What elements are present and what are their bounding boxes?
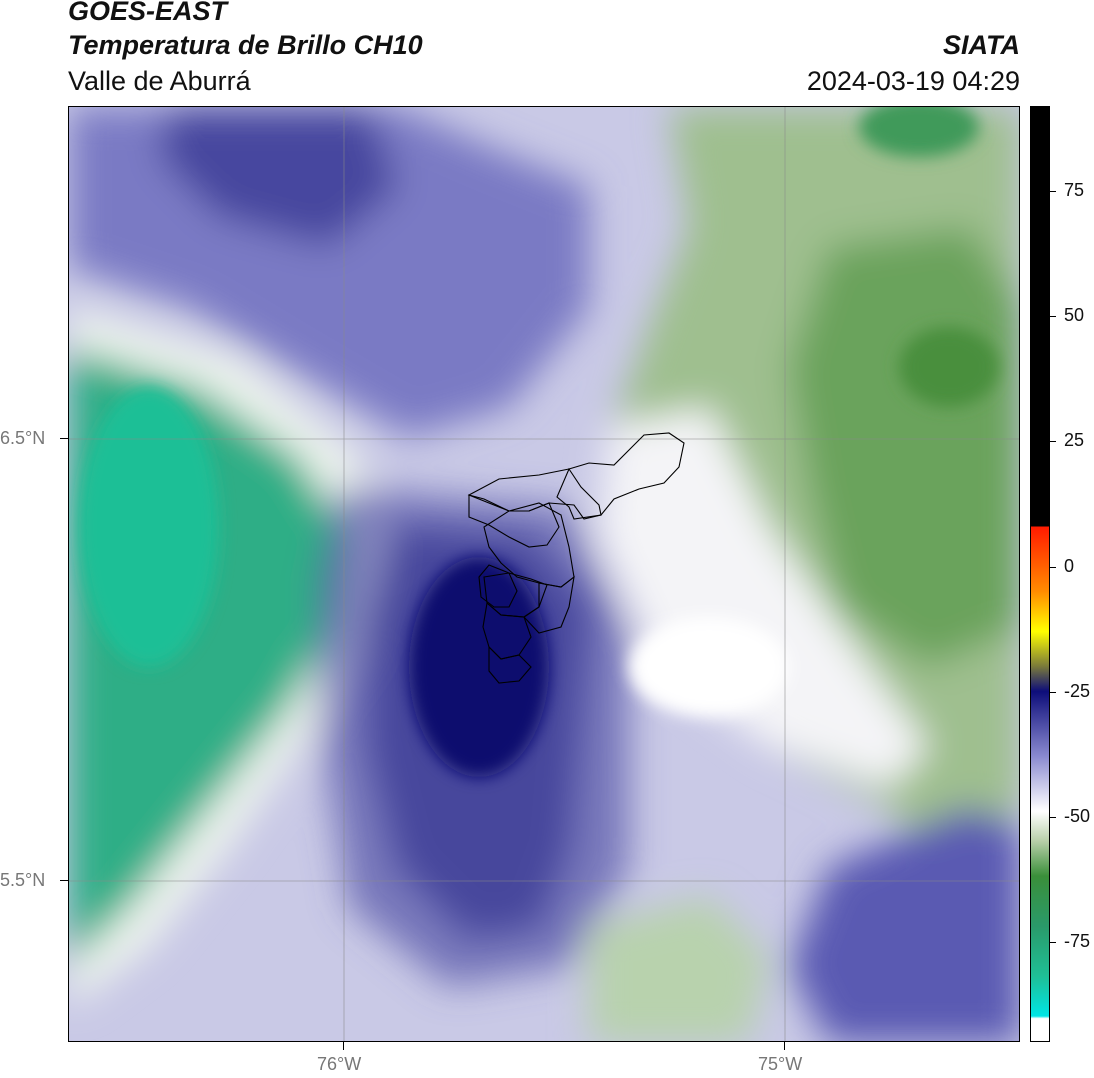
municipality-boundary <box>556 467 602 520</box>
colorbar-tick <box>1050 566 1056 568</box>
lon-label-75: 75°W <box>758 1054 803 1074</box>
colorbar-tick <box>1050 941 1056 943</box>
product-title: Temperatura de Brillo CH10 <box>68 30 423 60</box>
green-north-spot <box>859 107 979 157</box>
satellite-title: GOES-EAST <box>68 0 228 26</box>
east-light-band <box>599 407 929 787</box>
lon-label-76: 76°W <box>317 1054 362 1074</box>
timestamp-label: 2024-03-19 04:29 <box>806 66 1020 96</box>
brightness-temperature-map <box>68 106 1020 1042</box>
municipality-boundary <box>478 564 518 608</box>
municipality-boundary <box>467 432 685 520</box>
lon-tick-75 <box>784 1042 785 1050</box>
colorbar-tick-label: -50 <box>1064 805 1091 826</box>
lat-tick-5-5 <box>60 880 68 881</box>
white-gap <box>629 617 789 717</box>
lat-label-6-5: 6.5°N <box>0 428 46 448</box>
municipality-boundary <box>468 494 560 548</box>
green-mid-spot <box>899 327 999 407</box>
south-green-patch <box>589 897 769 1041</box>
map-canvas <box>69 107 1019 1041</box>
colorbar-tick-label: 50 <box>1064 305 1085 326</box>
colorbar-tick-label: 75 <box>1064 180 1085 201</box>
cloud-detail <box>79 107 999 777</box>
colorbar-tick <box>1050 191 1056 193</box>
lat-label-5-5: 5.5°N <box>0 870 46 890</box>
municipality-boundary <box>488 645 532 684</box>
colorbar <box>1030 106 1050 1042</box>
colorbar-tick <box>1050 316 1056 318</box>
region-subtitle: Valle de Aburrá <box>68 66 251 96</box>
colorbar-tick <box>1050 691 1056 693</box>
colorbar-tick <box>1050 441 1056 443</box>
colorbar-tick-label: 25 <box>1064 430 1085 451</box>
lat-tick-6-5 <box>60 438 68 439</box>
organization-label: SIATA <box>943 30 1020 60</box>
southeast-cloud-patch <box>789 807 1019 1041</box>
graticule <box>69 107 1019 1041</box>
aburra-valley-boundaries <box>467 432 685 684</box>
north-dark-patch <box>159 107 399 247</box>
lon-tick-76 <box>343 1042 344 1050</box>
colorbar-tick-label: 0 <box>1064 555 1075 576</box>
teal-core <box>79 387 219 667</box>
colorbar-tick-label: -25 <box>1064 680 1091 701</box>
colorbar-tick <box>1050 816 1056 818</box>
municipality-boundary <box>523 575 575 634</box>
core-darkest <box>409 557 549 777</box>
colorbar-tick-label: -75 <box>1064 930 1091 951</box>
